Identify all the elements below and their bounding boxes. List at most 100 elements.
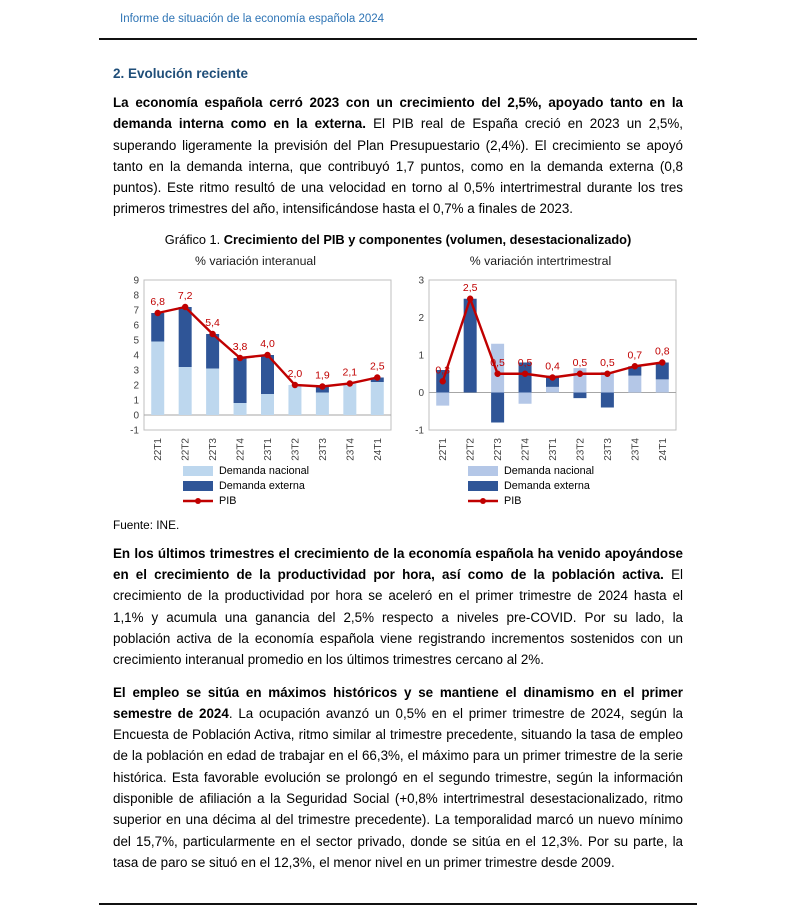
svg-text:7,2: 7,2 bbox=[178, 290, 193, 302]
svg-text:4: 4 bbox=[133, 350, 139, 361]
svg-text:0,5: 0,5 bbox=[518, 357, 533, 369]
svg-text:22T2: 22T2 bbox=[466, 437, 477, 460]
section-heading: 2. Evolución reciente bbox=[113, 66, 249, 81]
svg-text:24T1: 24T1 bbox=[658, 437, 669, 460]
svg-text:2: 2 bbox=[133, 380, 139, 391]
legend-label: PIB bbox=[504, 495, 522, 508]
legend-swatch bbox=[468, 481, 498, 492]
svg-text:1: 1 bbox=[133, 395, 139, 406]
svg-text:22T1: 22T1 bbox=[153, 437, 164, 460]
page-content: 2. Evolución reciente La economía españo… bbox=[113, 58, 683, 873]
svg-text:9: 9 bbox=[133, 275, 139, 286]
svg-text:22T4: 22T4 bbox=[236, 437, 247, 460]
header-rule bbox=[99, 38, 697, 40]
paragraph-body: . La ocupación avanzó un 0,5% en el prim… bbox=[113, 705, 683, 870]
svg-text:2,5: 2,5 bbox=[370, 360, 385, 372]
svg-text:22T1: 22T1 bbox=[438, 437, 449, 460]
legend-item: PIB bbox=[183, 494, 398, 509]
legend-label: Demanda nacional bbox=[504, 465, 595, 478]
svg-text:-1: -1 bbox=[415, 425, 424, 436]
legend-item: Demanda nacional bbox=[468, 464, 683, 479]
svg-text:0,3: 0,3 bbox=[435, 364, 450, 376]
svg-text:24T1: 24T1 bbox=[373, 437, 384, 460]
legend-item: Demanda externa bbox=[468, 479, 683, 494]
svg-text:-1: -1 bbox=[130, 425, 139, 436]
svg-text:5: 5 bbox=[133, 335, 139, 346]
svg-text:8: 8 bbox=[133, 290, 139, 301]
chart-subtitle-interanual: % variación interanual bbox=[195, 253, 316, 268]
svg-text:0,5: 0,5 bbox=[490, 357, 505, 369]
svg-text:2: 2 bbox=[418, 313, 424, 324]
paragraph-productivity: En los últimos trimestres el crecimiento… bbox=[113, 543, 683, 671]
legend-label: Demanda externa bbox=[219, 480, 305, 493]
pib-line-group: 6,8 7,2 5,4 3,8 4,0 2,0 1,9 2,1 2,5 bbox=[150, 290, 385, 390]
legend-item: Demanda externa bbox=[183, 479, 398, 494]
svg-text:0: 0 bbox=[418, 388, 424, 399]
svg-text:23T3: 23T3 bbox=[318, 437, 329, 460]
svg-text:23T2: 23T2 bbox=[290, 437, 301, 460]
figure-caption-title: Crecimiento del PIB y componentes (volum… bbox=[223, 231, 632, 247]
svg-text:23T1: 23T1 bbox=[548, 437, 559, 460]
paragraph-lead: En los últimos trimestres el crecimiento… bbox=[113, 545, 683, 583]
legend-label: Demanda externa bbox=[504, 480, 590, 493]
chart-legend-intertrimestral: Demanda nacional Demanda externa PIB bbox=[468, 464, 683, 509]
pib-line-group: 0,3 2,5 0,5 0,5 0,4 0,5 0,5 0,7 0,8 bbox=[435, 282, 670, 385]
svg-text:23T4: 23T4 bbox=[630, 437, 641, 460]
svg-text:1,9: 1,9 bbox=[315, 369, 330, 381]
legend-swatch bbox=[183, 481, 213, 492]
chart-svg: 3 2 1 0 -1 22T1 22T2 22T3 22T4 23T1 23T2 23T3 23T4 24… bbox=[415, 275, 677, 461]
svg-text:3,8: 3,8 bbox=[233, 341, 248, 353]
chart-svg: 9 8 7 6 5 4 3 2 1 0 -1 22T1 22T2 22T3 22T4 23T1 23T2 23T3… bbox=[130, 275, 392, 461]
paragraph-body: El PIB real de España creció en 2023 un … bbox=[113, 116, 684, 217]
legend-swatch bbox=[468, 466, 498, 477]
paragraph-growth-2023: La economía española cerró 2023 con un c… bbox=[113, 92, 683, 220]
svg-text:0: 0 bbox=[133, 410, 139, 421]
bars-group bbox=[436, 298, 669, 423]
svg-text:22T4: 22T4 bbox=[521, 437, 532, 460]
legend-label: Demanda nacional bbox=[219, 465, 310, 478]
legend-item: Demanda nacional bbox=[183, 464, 398, 479]
svg-text:0,8: 0,8 bbox=[655, 345, 670, 357]
running-header: Informe de situación de la economía espa… bbox=[120, 13, 385, 25]
charts-row: % variación interanual 9 8 7 6 5 4 3 2 1 0 -1 22T1 2… bbox=[113, 252, 683, 509]
paragraph-lead: El empleo se sitúa en máximos históricos… bbox=[113, 684, 683, 721]
svg-text:22T3: 22T3 bbox=[208, 437, 219, 460]
legend-label: PIB bbox=[219, 495, 237, 508]
svg-text:6: 6 bbox=[133, 320, 139, 331]
figure-caption: Gráfico 1. Crecimiento del PIB y compone… bbox=[113, 232, 683, 247]
chart-canvas-intertrimestral: 3 2 1 0 -1 22T1 22T2 22T3 22T4 23T1 23T2 23T3 23T4 24… bbox=[398, 270, 683, 464]
svg-text:23T4: 23T4 bbox=[345, 437, 356, 460]
paragraph-body: El crecimiento de la productividad por h… bbox=[113, 567, 683, 668]
svg-text:0,7: 0,7 bbox=[628, 349, 643, 361]
figure-source: Fuente: INE. bbox=[113, 517, 180, 532]
bars-group bbox=[151, 306, 384, 415]
legend-line-marker bbox=[183, 496, 213, 506]
figure-caption-prefix: Gráfico 1. bbox=[164, 231, 224, 247]
chart-canvas-interanual: 9 8 7 6 5 4 3 2 1 0 -1 22T1 22T2 22T3 22T4 23T1 23T2 23T3… bbox=[113, 270, 398, 464]
svg-text:23T2: 23T2 bbox=[575, 437, 586, 460]
paragraph-employment: El empleo se sitúa en máximos históricos… bbox=[113, 682, 683, 874]
svg-text:7: 7 bbox=[133, 305, 139, 316]
svg-text:4,0: 4,0 bbox=[260, 338, 275, 350]
svg-text:23T3: 23T3 bbox=[603, 437, 614, 460]
chart-legend-interanual: Demanda nacional Demanda externa PIB bbox=[183, 464, 398, 509]
svg-text:22T2: 22T2 bbox=[181, 437, 192, 460]
svg-text:0,5: 0,5 bbox=[573, 357, 588, 369]
svg-text:0,5: 0,5 bbox=[600, 357, 615, 369]
svg-text:2,5: 2,5 bbox=[463, 282, 478, 294]
chart-subtitle-intertrimestral: % variación intertrimestral bbox=[469, 253, 612, 268]
figure-grafico-1: Gráfico 1. Crecimiento del PIB y compone… bbox=[113, 232, 683, 532]
legend-item: PIB bbox=[468, 494, 683, 509]
svg-text:6,8: 6,8 bbox=[150, 296, 165, 308]
svg-text:5,4: 5,4 bbox=[205, 317, 220, 329]
svg-text:22T3: 22T3 bbox=[493, 437, 504, 460]
svg-text:3: 3 bbox=[418, 275, 424, 286]
chart-intertrimestral: % variación intertrimestral 3 2 1 0 -1 22T1 22… bbox=[398, 252, 683, 509]
footer-rule bbox=[99, 903, 697, 905]
svg-text:3: 3 bbox=[133, 365, 139, 376]
svg-text:2,1: 2,1 bbox=[343, 366, 358, 378]
legend-line-marker bbox=[468, 496, 498, 506]
legend-swatch bbox=[183, 466, 213, 477]
chart-interanual: % variación interanual 9 8 7 6 5 4 3 2 1 0 -1 22T1 2… bbox=[113, 252, 398, 509]
